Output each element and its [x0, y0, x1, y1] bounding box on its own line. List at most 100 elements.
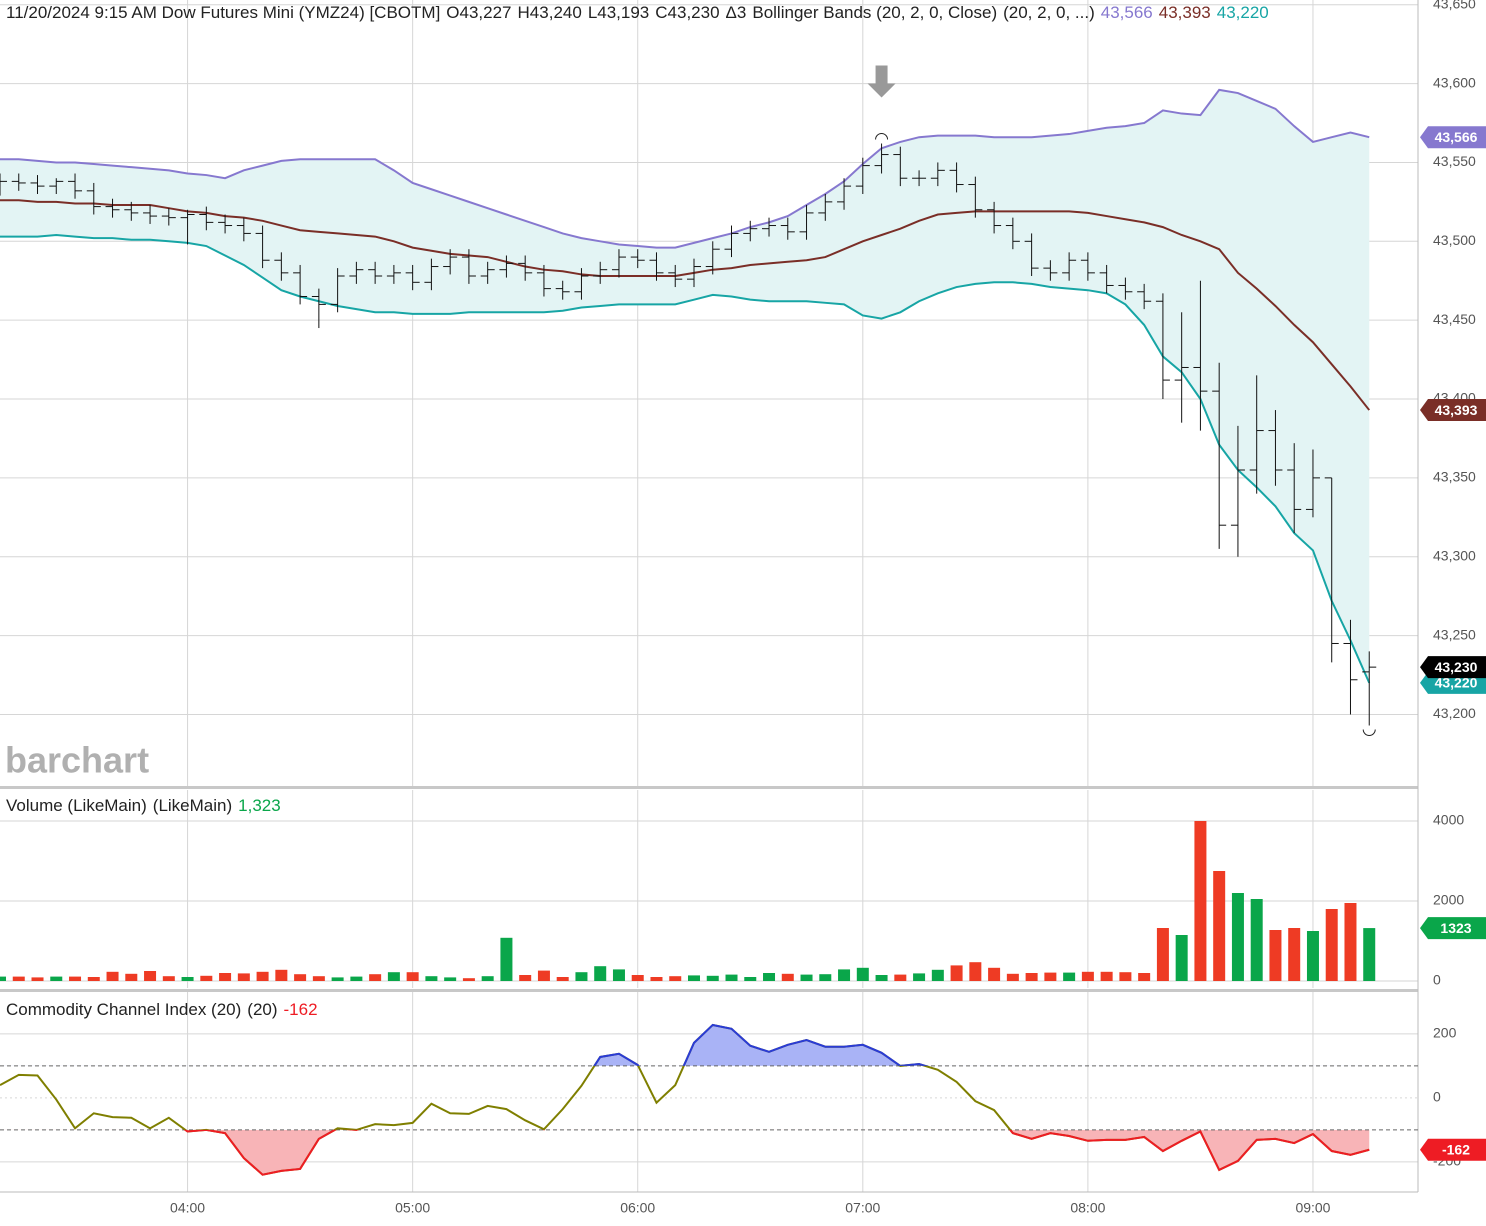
volume-bar: [1156, 928, 1169, 981]
volume-bar: [1306, 931, 1319, 981]
band-line: [0, 233, 1371, 684]
volume-bar: [256, 971, 269, 981]
volume-bar: [0, 976, 6, 981]
volume-bar: [312, 976, 325, 981]
volume-bar: [1025, 973, 1038, 981]
volume-bar: [1006, 973, 1019, 981]
volume-bar: [1213, 871, 1226, 981]
volume-bar: [219, 973, 232, 981]
low-marker: [1362, 729, 1376, 736]
volume-bar: [1081, 971, 1094, 981]
volume-bar: [237, 973, 250, 981]
legend-title: Commodity Channel Index (20): [6, 1000, 242, 1019]
y-tick-label: 0: [1433, 1089, 1441, 1105]
volume-bar: [369, 974, 382, 981]
legend-value: 43,220: [1216, 3, 1269, 22]
volume-bar: [1194, 821, 1207, 981]
x-tick-label: 07:00: [845, 1200, 880, 1216]
y-tick-label: 2000: [1433, 892, 1464, 908]
signal-arrow: [867, 65, 896, 98]
volume-bar: [331, 977, 344, 981]
volume-bar: [537, 970, 550, 981]
study-name: Bollinger Bands (20, 2, 0, Close): [752, 3, 998, 22]
y-tick-label: 43,650: [1433, 0, 1476, 11]
x-tick-label: 08:00: [1070, 1200, 1105, 1216]
volume-bar: [894, 974, 907, 981]
y-tick-label: 43,450: [1433, 311, 1476, 327]
volume-bar: [1288, 928, 1301, 981]
legend-value: 43,566: [1100, 3, 1153, 22]
ohlc-label: O43,227: [446, 3, 512, 22]
study-params: (20, 2, 0, ...): [1003, 3, 1095, 22]
volume-bar: [1138, 973, 1151, 981]
y-tick-label: 43,550: [1433, 153, 1476, 169]
volume-bar: [875, 975, 888, 981]
volume-bar: [500, 937, 513, 981]
volume-bar: [612, 969, 625, 981]
volume-bar: [444, 977, 457, 981]
volume-bar: [594, 966, 607, 981]
volume-bar: [969, 962, 982, 981]
ohlc-label: C43,230: [655, 3, 720, 22]
volume-bar: [69, 976, 82, 981]
y-tick-label: 4000: [1433, 812, 1464, 828]
badge-label: -162: [1442, 1141, 1470, 1157]
watermark: barchart: [5, 740, 149, 781]
volume-bar: [856, 967, 869, 981]
volume-bar: [162, 976, 175, 981]
price-legend: 11/20/2024 9:15 AM Dow Futures Mini (YMZ…: [6, 3, 1275, 23]
study-params: (20): [247, 1000, 278, 1019]
volume-bar: [725, 974, 738, 981]
volume-bar: [687, 975, 700, 981]
band-line: [0, 199, 1371, 411]
y-tick-label: 0: [1433, 972, 1441, 988]
badge-label: 43,220: [1435, 675, 1478, 691]
high-marker: [875, 133, 889, 140]
volume-bar: [144, 971, 157, 981]
volume-bar: [800, 974, 813, 981]
volume-bar: [1325, 909, 1338, 981]
volume-bar: [913, 973, 926, 981]
volume-bar: [781, 973, 794, 981]
y-tick-label: 200: [1433, 1025, 1457, 1041]
volume-bar: [294, 974, 307, 981]
legend-value: 1,323: [238, 796, 281, 815]
volume-bar: [650, 977, 663, 981]
volume-bar: [950, 965, 963, 981]
y-tick-label: 43,300: [1433, 547, 1476, 563]
volume-bar: [125, 973, 138, 981]
volume-bar: [1231, 893, 1244, 981]
badge-label: 43,393: [1435, 402, 1478, 418]
volume-bar: [387, 972, 400, 981]
x-tick-label: 04:00: [170, 1200, 205, 1216]
volume-bar: [31, 977, 44, 981]
volume-bar: [350, 976, 363, 981]
volume-bar: [1250, 899, 1263, 981]
badge-label: 43,566: [1435, 129, 1478, 145]
volume-bar: [519, 975, 532, 981]
volume-bar: [988, 967, 1001, 981]
price-badge: [1420, 399, 1486, 422]
cci-line-above: [593, 1023, 929, 1066]
x-tick-label: 05:00: [395, 1200, 430, 1216]
cci-legend: Commodity Channel Index (20) (20) -162: [6, 1000, 324, 1020]
volume-bar: [1344, 903, 1357, 981]
volume-bar: [1175, 935, 1188, 981]
panel-divider: [0, 786, 1418, 789]
volume-bar: [706, 975, 719, 981]
volume-bar: [763, 973, 776, 981]
above-fill: [594, 1024, 926, 1066]
legend-value: -162: [283, 1000, 318, 1019]
volume-bar: [1269, 930, 1282, 981]
volume-bar: [481, 976, 494, 981]
volume-bar: [462, 978, 475, 981]
ohlc-label: L43,193: [587, 3, 650, 22]
badge-label: 1323: [1440, 920, 1471, 936]
volume-bar: [669, 976, 682, 981]
x-tick-label: 06:00: [620, 1200, 655, 1216]
study-params: (LikeMain): [152, 796, 233, 815]
volume-bar: [1363, 928, 1376, 981]
volume-bar: [50, 976, 63, 981]
volume-bar: [931, 969, 944, 981]
